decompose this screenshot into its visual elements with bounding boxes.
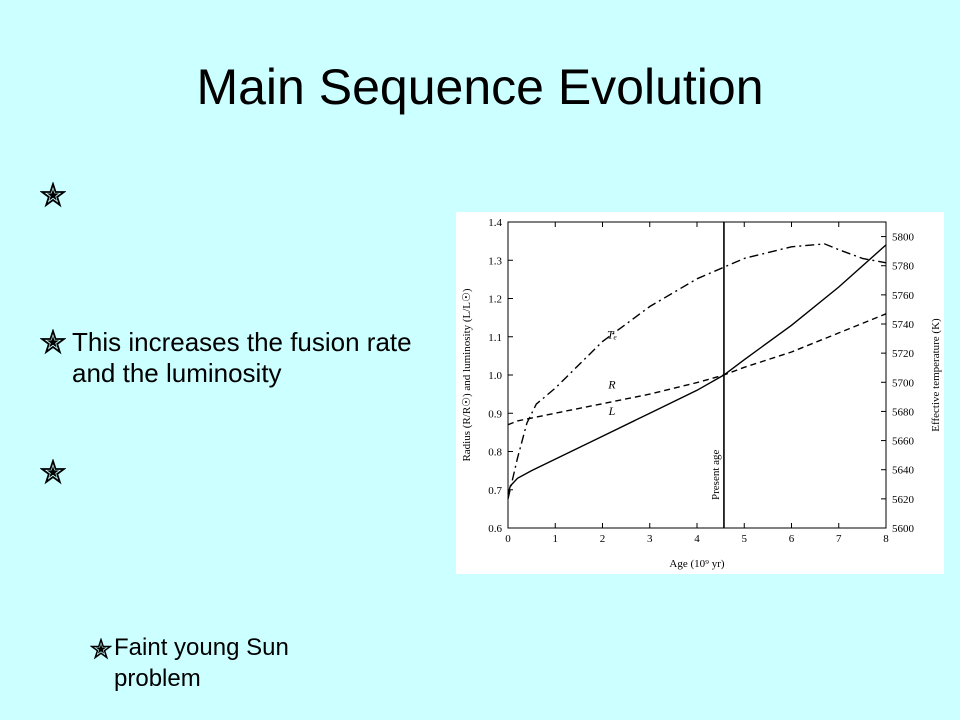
- x-tick-label: 4: [694, 533, 700, 545]
- y2-tick-label: 5720: [892, 348, 915, 360]
- x-tick-label: 8: [883, 533, 889, 545]
- y2-tick-label: 5700: [892, 377, 915, 389]
- series-label: R: [607, 377, 616, 391]
- y2-tick-label: 5800: [892, 232, 915, 244]
- slide-title: Main Sequence Evolution: [196, 59, 764, 115]
- series-line-te: [507, 243, 887, 500]
- star-icon: [40, 182, 66, 208]
- x-axis-label: Age (10⁹ yr): [669, 558, 724, 570]
- star-icon: [90, 638, 112, 660]
- chart-panel: 0 1 2 3 4 5 6 7 8 0.6 0.7 0.8 0.9 1.0 1.1 1.2 1.3 1.4 5600…: [456, 212, 944, 574]
- evolution-chart: 0 1 2 3 4 5 6 7 8 0.6 0.7 0.8 0.9 1.0 1.1 1.2 1.3 1.4 5600…: [461, 217, 942, 570]
- x-tick-label: 6: [789, 533, 795, 545]
- y-tick-label: 1.0: [488, 370, 502, 382]
- y-tick-label: 0.8: [488, 447, 502, 459]
- y-tick-label: 1.4: [488, 217, 502, 229]
- y2-tick-label: 5600: [892, 523, 915, 535]
- y2-axis-label: Effective temperature (K): [930, 318, 942, 432]
- y-tick-label: 0.9: [488, 408, 502, 420]
- y-axis-label: Radius (R/R☉) and luminosity (L/L☉): [461, 288, 473, 461]
- x-tick-label: 5: [742, 533, 748, 545]
- series-label: L: [608, 404, 616, 418]
- y2-tick-label: 5760: [892, 290, 915, 302]
- x-tick-label: 2: [600, 533, 606, 545]
- y2-tick-label: 5620: [892, 494, 915, 506]
- y2-tick-label: 5680: [892, 406, 915, 418]
- x-tick-label: 3: [647, 533, 653, 545]
- series-line-r: [507, 313, 887, 426]
- series-line-l: [507, 244, 887, 494]
- star-icon: [40, 329, 66, 355]
- y2-tick-label: 5780: [892, 261, 915, 273]
- y-tick-label: 0.7: [488, 485, 502, 497]
- x-tick-label: 0: [505, 533, 511, 545]
- y-tick-label: 0.6: [488, 523, 502, 535]
- y-tick-label: 1.2: [488, 294, 502, 306]
- y2-tick-label: 5640: [892, 465, 915, 477]
- x-tick-label: 1: [553, 533, 559, 545]
- y2-tick-label: 5740: [892, 319, 915, 331]
- star-icon: [40, 459, 66, 485]
- present-age-label: Present age: [710, 449, 722, 500]
- y-tick-label: 1.3: [488, 255, 502, 267]
- x-tick-label: 7: [836, 533, 842, 545]
- y2-tick-label: 5660: [892, 436, 915, 448]
- sub-bullet-text: Faint young Sun problem: [114, 634, 289, 692]
- y-tick-label: 1.1: [488, 332, 502, 344]
- series-label: Tₑ: [607, 328, 617, 342]
- bullet-text: This increases the fusion rate and the l…: [72, 327, 412, 388]
- plot-frame: [507, 221, 887, 529]
